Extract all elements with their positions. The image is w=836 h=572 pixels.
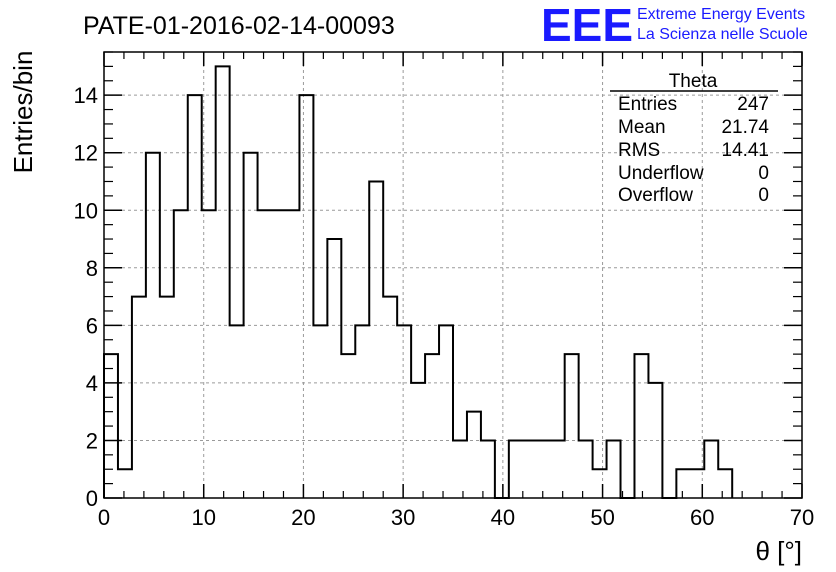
histogram-bin xyxy=(481,440,495,498)
histogram-bin xyxy=(523,440,537,498)
histogram-bin xyxy=(258,210,272,498)
stats-label-overflow: Overflow xyxy=(618,185,693,206)
histogram-bin xyxy=(537,440,551,498)
histogram-bin xyxy=(369,181,383,498)
histogram-bin xyxy=(230,325,244,498)
stats-value-overflow: 0 xyxy=(758,185,769,206)
histogram-bin xyxy=(579,440,593,498)
histogram-bin xyxy=(648,383,662,498)
y-tick-label: 2 xyxy=(86,428,98,453)
x-tick-label: 70 xyxy=(790,505,814,530)
stats-label-underflow: Underflow xyxy=(618,163,704,184)
histogram-bin xyxy=(411,383,425,498)
x-tick-label: 0 xyxy=(98,505,110,530)
histogram-bin xyxy=(299,95,313,498)
histogram-bin xyxy=(718,469,732,498)
histogram-bin xyxy=(272,210,286,498)
stats-value-underflow: 0 xyxy=(758,163,769,184)
histogram-bin xyxy=(118,469,132,498)
y-tick-label: 8 xyxy=(86,256,98,281)
histogram-bin xyxy=(565,354,579,498)
y-tick-label: 4 xyxy=(86,371,98,396)
histogram-bin xyxy=(397,325,411,498)
x-tick-labels: 0 10 20 30 40 50 60 70 xyxy=(98,505,814,530)
histogram-bin xyxy=(244,153,258,498)
y-tick-label: 12 xyxy=(74,141,98,166)
stats-label-mean: Mean xyxy=(618,117,666,138)
y-tick-label: 14 xyxy=(74,83,98,108)
stats-title: Theta xyxy=(669,71,718,92)
histogram-bin xyxy=(355,325,369,498)
logo-line-1: Extreme Energy Events xyxy=(637,6,805,23)
histogram-bin xyxy=(593,469,607,498)
histogram-bin xyxy=(607,440,621,498)
histogram-bin xyxy=(216,66,230,498)
y-tick-label: 10 xyxy=(74,198,98,223)
logo-line-2: La Scienza nelle Scuole xyxy=(637,26,808,43)
histogram-bin xyxy=(202,210,216,498)
stats-value-mean: 21.74 xyxy=(721,117,769,138)
histogram-bin xyxy=(327,239,341,498)
histogram-bin xyxy=(453,440,467,498)
histogram-bin xyxy=(188,95,202,498)
x-axis-label: θ [°] xyxy=(755,536,802,566)
histogram-bin xyxy=(313,325,327,498)
histogram-bin xyxy=(509,440,523,498)
x-tick-label: 60 xyxy=(690,505,714,530)
eee-logo-mark: EEE xyxy=(541,0,633,51)
y-axis-label: Entries/bin xyxy=(8,51,38,174)
histogram-bin xyxy=(467,412,481,498)
x-tick-label: 20 xyxy=(291,505,315,530)
stats-value-entries: 247 xyxy=(737,94,769,115)
x-tick-label: 30 xyxy=(391,505,415,530)
eee-logo: EEE Extreme Energy Events La Scienza nel… xyxy=(541,0,808,51)
stats-label-rms: RMS xyxy=(618,140,660,161)
plot-frame xyxy=(103,51,803,499)
x-tick-label: 40 xyxy=(491,505,515,530)
histogram-bin xyxy=(160,297,174,498)
stats-box: Theta Entries 247 Mean 21.74 RMS 14.41 U… xyxy=(610,71,778,206)
histogram-bin xyxy=(383,297,397,498)
histogram-bin xyxy=(634,354,648,498)
histogram-bin xyxy=(551,440,565,498)
histogram-outline xyxy=(103,65,734,499)
histogram-bin xyxy=(104,354,118,498)
x-tick-label: 50 xyxy=(590,505,614,530)
chart-title: PATE-01-2016-02-14-00093 xyxy=(83,12,395,40)
histogram-bin xyxy=(132,297,146,498)
x-tick-label: 10 xyxy=(191,505,215,530)
histogram-bin xyxy=(704,440,718,498)
y-tick-labels: 0 2 4 6 8 10 12 14 xyxy=(74,83,98,511)
axis-ticks xyxy=(103,51,803,499)
histogram-bin xyxy=(690,469,704,498)
y-tick-label: 0 xyxy=(86,486,98,511)
histogram-bin xyxy=(285,210,299,498)
histogram-bin xyxy=(341,354,355,498)
stats-value-rms: 14.41 xyxy=(721,140,769,161)
histogram-bin xyxy=(146,153,160,498)
y-tick-label: 6 xyxy=(86,313,98,338)
histogram-bin xyxy=(425,354,439,498)
histogram-bin xyxy=(174,210,188,498)
stats-label-entries: Entries xyxy=(618,94,677,115)
histogram-bin xyxy=(439,325,453,498)
histogram-bin xyxy=(676,469,690,498)
